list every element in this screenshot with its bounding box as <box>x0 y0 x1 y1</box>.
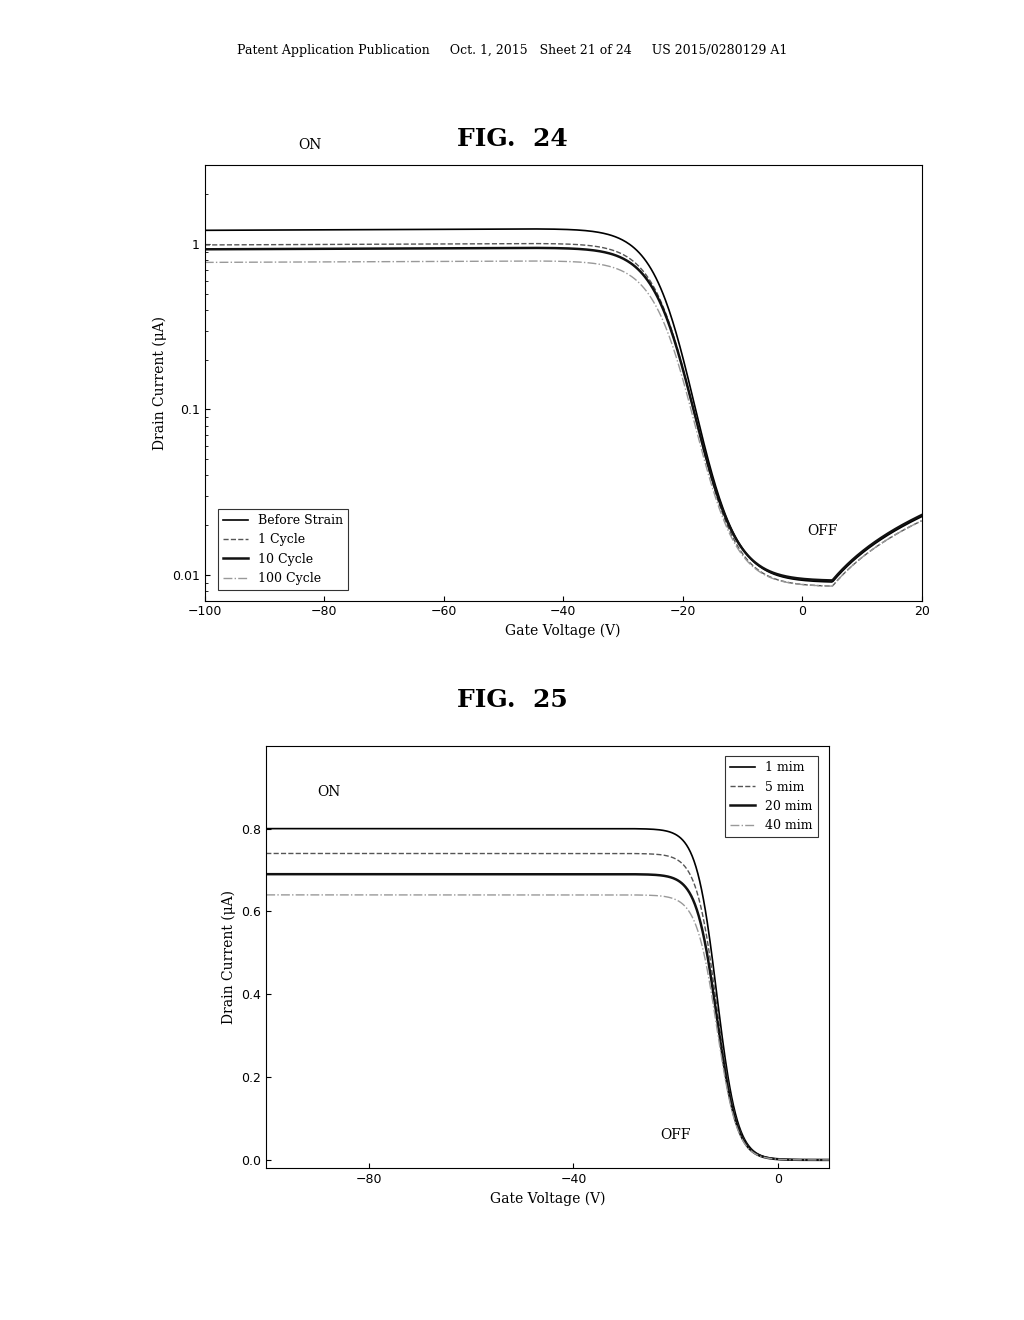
20 mim <box>404 866 417 882</box>
Legend: 1 mim, 5 mim, 20 mim, 40 mim: 1 mim, 5 mim, 20 mim, 40 mim <box>725 756 817 837</box>
100 Cycle <box>383 253 395 269</box>
100 Cycle <box>825 578 838 594</box>
Before Strain <box>915 508 928 524</box>
1 mim <box>684 843 696 859</box>
10 Cycle <box>915 507 928 523</box>
1 Cycle <box>915 513 928 529</box>
5 mim <box>823 1152 836 1168</box>
1 mim <box>823 1152 836 1168</box>
10 Cycle <box>199 242 211 257</box>
10 Cycle <box>517 240 529 256</box>
40 mim <box>515 887 527 903</box>
Text: OFF: OFF <box>660 1127 691 1142</box>
20 mim <box>260 866 272 882</box>
100 Cycle <box>524 253 537 269</box>
Line: 10 Cycle: 10 Cycle <box>205 248 922 581</box>
5 mim <box>404 846 417 862</box>
10 Cycle <box>623 253 635 269</box>
5 mim <box>260 846 272 862</box>
X-axis label: Gate Voltage (V): Gate Voltage (V) <box>506 624 621 639</box>
100 Cycle <box>326 253 338 269</box>
Text: Patent Application Publication     Oct. 1, 2015   Sheet 21 of 24     US 2015/028: Patent Application Publication Oct. 1, 2… <box>237 44 787 57</box>
1 mim <box>636 821 648 837</box>
20 mim <box>684 886 696 902</box>
Before Strain <box>199 222 211 238</box>
Text: ON: ON <box>317 785 340 800</box>
Line: 5 mim: 5 mim <box>266 854 829 1160</box>
5 mim <box>684 867 696 883</box>
1 mim <box>592 821 604 837</box>
Text: FIG.  24: FIG. 24 <box>457 127 567 150</box>
40 mim <box>684 906 696 921</box>
5 mim <box>515 846 527 862</box>
100 Cycle <box>739 552 752 568</box>
1 Cycle <box>679 367 691 383</box>
40 mim <box>260 887 272 903</box>
1 Cycle <box>326 236 338 252</box>
Legend: Before Strain, 1 Cycle, 10 Cycle, 100 Cycle: Before Strain, 1 Cycle, 10 Cycle, 100 Cy… <box>218 510 348 590</box>
Text: ON: ON <box>298 137 322 152</box>
Before Strain <box>679 356 691 372</box>
1 Cycle <box>524 236 537 252</box>
20 mim <box>823 1152 836 1168</box>
X-axis label: Gate Voltage (V): Gate Voltage (V) <box>490 1192 605 1206</box>
10 Cycle <box>326 240 338 256</box>
1 mim <box>260 821 272 837</box>
Before Strain <box>524 220 537 236</box>
1 Cycle <box>516 236 528 252</box>
Y-axis label: Drain Current (μA): Drain Current (μA) <box>153 315 167 450</box>
40 mim <box>823 1152 836 1168</box>
1 Cycle <box>825 578 838 594</box>
100 Cycle <box>679 378 691 393</box>
100 Cycle <box>517 253 529 269</box>
Line: 40 mim: 40 mim <box>266 895 829 1160</box>
20 mim <box>592 866 604 882</box>
Line: 20 mim: 20 mim <box>266 874 829 1160</box>
1 mim <box>515 821 527 837</box>
Before Strain <box>383 222 395 238</box>
40 mim <box>404 887 417 903</box>
40 mim <box>359 887 372 903</box>
1 mim <box>359 821 372 837</box>
1 Cycle <box>383 236 395 252</box>
10 Cycle <box>739 545 752 561</box>
40 mim <box>592 887 604 903</box>
5 mim <box>636 846 648 862</box>
Before Strain <box>623 235 635 251</box>
40 mim <box>636 887 648 903</box>
Line: Before Strain: Before Strain <box>205 228 922 582</box>
Line: 1 Cycle: 1 Cycle <box>205 244 922 586</box>
1 Cycle <box>199 238 211 253</box>
10 Cycle <box>524 240 537 256</box>
5 mim <box>359 846 372 862</box>
100 Cycle <box>623 267 635 282</box>
Y-axis label: Drain Current (μA): Drain Current (μA) <box>221 890 236 1024</box>
1 Cycle <box>623 249 635 265</box>
100 Cycle <box>915 513 928 529</box>
Line: 1 mim: 1 mim <box>266 829 829 1160</box>
1 Cycle <box>739 550 752 566</box>
5 mim <box>592 846 604 862</box>
20 mim <box>636 866 648 882</box>
20 mim <box>359 866 372 882</box>
Before Strain <box>326 222 338 238</box>
10 Cycle <box>383 240 395 256</box>
20 mim <box>515 866 527 882</box>
Before Strain <box>739 545 752 561</box>
1 mim <box>404 821 417 837</box>
100 Cycle <box>199 255 211 271</box>
Before Strain <box>516 220 528 236</box>
10 Cycle <box>825 573 838 589</box>
Text: FIG.  25: FIG. 25 <box>457 688 567 711</box>
10 Cycle <box>679 368 691 384</box>
Text: OFF: OFF <box>807 524 838 539</box>
Before Strain <box>825 574 838 590</box>
Line: 100 Cycle: 100 Cycle <box>205 261 922 586</box>
